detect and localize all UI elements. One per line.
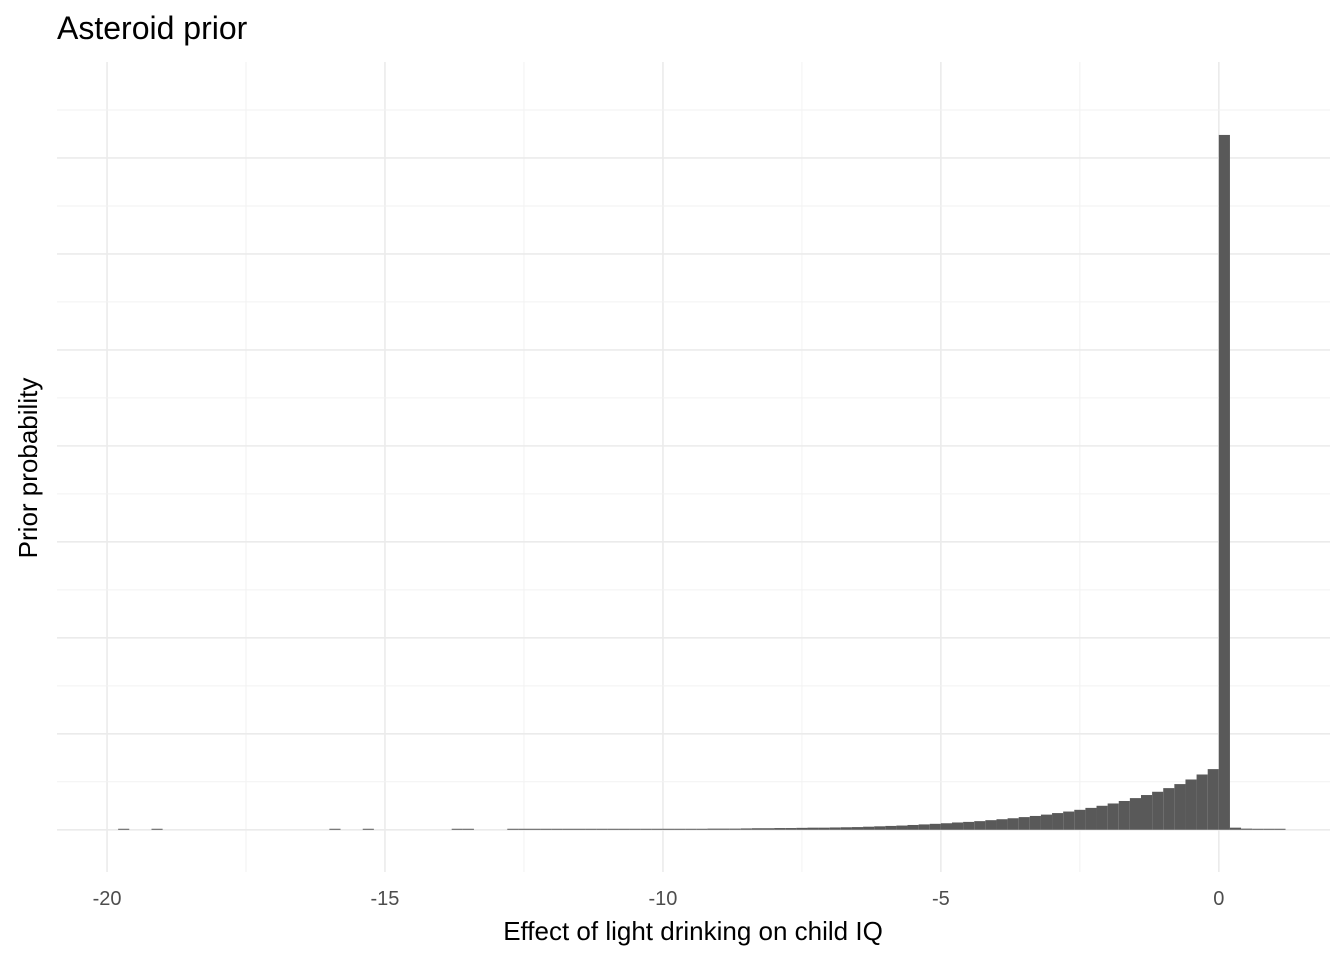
histogram-bar	[507, 828, 519, 830]
histogram-bar	[807, 827, 819, 830]
histogram-bar	[1263, 828, 1275, 830]
histogram-bar	[1140, 795, 1153, 830]
histogram-bar	[685, 828, 697, 830]
histogram-bar	[707, 828, 719, 830]
histogram-bar	[1052, 813, 1064, 830]
histogram-bar	[1185, 779, 1197, 830]
histogram-bar	[585, 828, 597, 830]
histogram-bar	[740, 828, 752, 830]
histogram-bar	[1218, 134, 1230, 830]
histogram-bar	[451, 828, 463, 830]
histogram-bar	[940, 823, 952, 830]
histogram-bar	[918, 824, 930, 830]
histogram-bar	[874, 826, 886, 830]
histogram-bar	[1163, 788, 1175, 830]
histogram-bar	[1196, 774, 1208, 830]
histogram-bar	[151, 828, 163, 830]
histogram-bar	[640, 828, 652, 830]
histogram-bar	[1074, 809, 1086, 830]
histogram-bar	[885, 825, 897, 830]
histogram-bar	[551, 828, 563, 830]
histogram-bar	[1107, 803, 1119, 830]
x-tick-label: -10	[648, 888, 677, 910]
y-axis-title: Prior probability	[13, 378, 43, 559]
histogram-bar	[796, 827, 808, 830]
histogram-bar	[996, 819, 1008, 830]
histogram-bar	[629, 828, 641, 830]
histogram-bar	[907, 824, 919, 830]
histogram-bar	[751, 828, 763, 830]
histogram-bar	[1007, 818, 1019, 830]
histogram-bar	[1174, 784, 1186, 830]
histogram-bar	[963, 821, 975, 830]
x-axis-title: Effect of light drinking on child IQ	[503, 916, 883, 946]
histogram-bar	[851, 827, 864, 830]
histogram-bar	[607, 828, 619, 830]
x-tick-label: -15	[371, 888, 400, 910]
histogram-bar	[674, 828, 686, 830]
histogram-bar	[896, 825, 908, 830]
histogram-bar	[1118, 800, 1130, 830]
histogram-bar	[1063, 811, 1075, 830]
x-axis-ticks: -20 -15 -10 -5 0	[93, 888, 1225, 910]
histogram-bar	[329, 828, 341, 830]
histogram-bar	[596, 828, 608, 830]
histogram-bar	[518, 828, 530, 830]
histogram-bar	[774, 828, 786, 830]
histogram-bar	[1018, 817, 1030, 830]
histogram-bar	[462, 828, 474, 830]
histogram-bar	[1129, 798, 1141, 830]
histogram-bar	[951, 822, 964, 830]
histogram-bar	[840, 827, 852, 830]
histogram-bar	[1274, 828, 1286, 830]
histogram-bar	[696, 828, 708, 830]
histogram-bar	[785, 828, 797, 830]
histogram-bar	[1085, 807, 1097, 830]
histogram-bar	[618, 828, 630, 830]
histogram-bar	[729, 828, 741, 830]
x-tick-label: -20	[93, 888, 122, 910]
histogram-bar	[829, 827, 841, 830]
histogram-bar	[362, 828, 374, 830]
histogram-bar	[929, 823, 941, 830]
x-tick-label: 0	[1213, 888, 1224, 910]
histogram-bar	[1241, 828, 1253, 830]
histogram-bar	[1040, 814, 1053, 830]
histogram-bar	[118, 828, 130, 830]
histogram-bar	[1096, 805, 1108, 830]
chart-title: Asteroid prior	[57, 10, 248, 46]
x-tick-label: -5	[932, 888, 950, 910]
histogram-bar	[540, 828, 552, 830]
histogram-bar	[573, 828, 586, 830]
histogram-bar	[1207, 769, 1219, 830]
histogram-bar	[974, 821, 986, 830]
histogram-bar	[1152, 791, 1164, 830]
histogram-bars	[118, 134, 1286, 830]
histogram-bar	[718, 828, 730, 830]
histogram-bar	[651, 828, 663, 830]
grid-lines	[57, 62, 1330, 872]
histogram-bar	[562, 828, 574, 830]
histogram-bar	[1029, 815, 1041, 830]
histogram-bar	[529, 828, 541, 830]
histogram-bar	[662, 828, 675, 830]
histogram-bar	[1252, 828, 1264, 830]
histogram-bar	[985, 820, 997, 830]
histogram-bar	[762, 828, 775, 830]
histogram-bar	[1229, 827, 1242, 830]
histogram-bar	[818, 827, 830, 830]
histogram-bar	[863, 826, 875, 830]
